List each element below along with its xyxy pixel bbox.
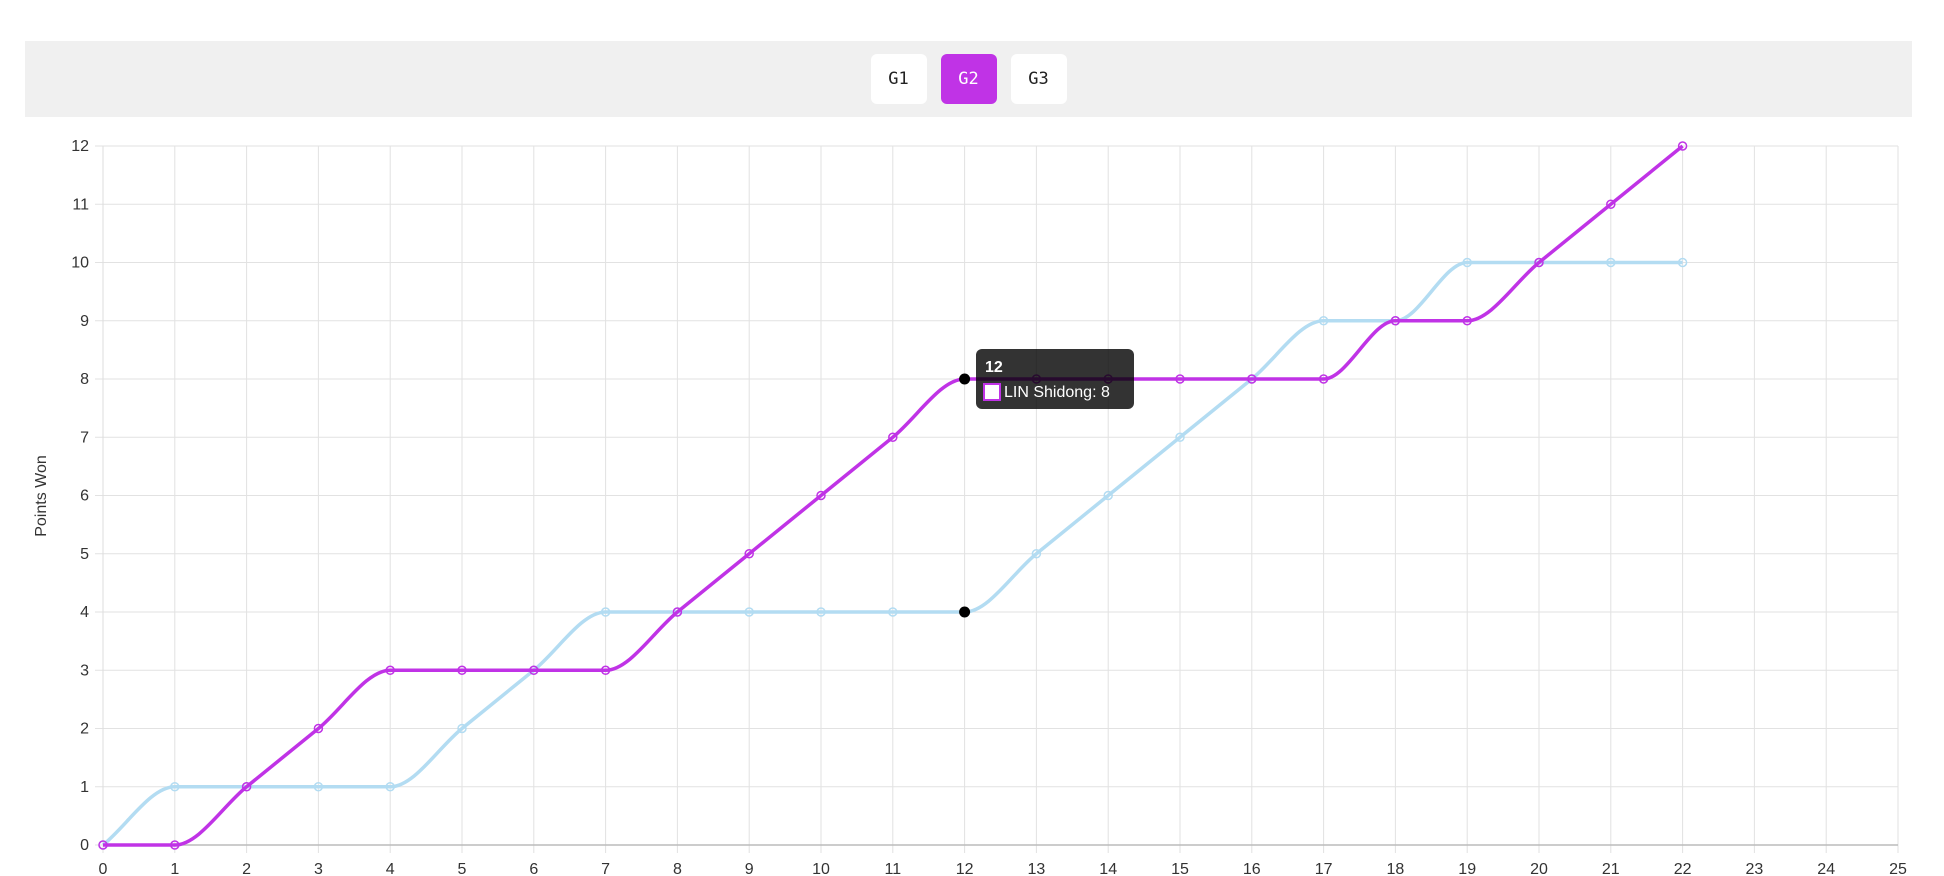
data-point[interactable] — [1462, 316, 1472, 326]
hover-point — [959, 373, 971, 385]
tooltip-label: LIN Shidong: 8 — [1004, 384, 1110, 401]
tab-g3[interactable]: G3 — [1010, 54, 1067, 104]
chart-grid — [95, 145, 1899, 853]
x-tick-label: 0 — [99, 861, 108, 876]
data-point[interactable] — [98, 840, 108, 850]
data-point[interactable] — [457, 723, 467, 734]
x-tick-label: 5 — [458, 861, 467, 876]
x-tick-label: 17 — [1315, 861, 1333, 876]
data-point[interactable] — [1606, 257, 1616, 268]
data-point[interactable] — [1534, 257, 1544, 268]
y-tick-label: 0 — [80, 837, 89, 854]
x-tick-label: 24 — [1817, 861, 1835, 876]
x-tick-label: 7 — [601, 861, 610, 876]
x-tick-label: 10 — [812, 861, 830, 876]
data-point[interactable] — [1677, 141, 1688, 151]
data-point[interactable] — [1031, 549, 1042, 559]
data-point[interactable] — [313, 782, 324, 792]
y-tick-label: 2 — [80, 721, 89, 738]
x-tick-label: 15 — [1171, 861, 1189, 876]
data-point[interactable] — [241, 782, 252, 792]
y-tick-label: 12 — [71, 138, 89, 155]
data-point[interactable] — [600, 607, 611, 617]
data-point[interactable] — [744, 607, 754, 617]
x-tick-label: 12 — [956, 861, 974, 876]
data-point[interactable] — [1103, 490, 1113, 501]
data-point[interactable] — [1318, 374, 1329, 384]
game-tab-bar: G1 G2 G3 — [25, 41, 1912, 117]
data-point[interactable] — [888, 607, 898, 617]
data-point[interactable] — [170, 782, 180, 792]
data-point[interactable] — [888, 432, 898, 442]
data-point[interactable] — [457, 665, 467, 675]
data-point[interactable] — [816, 607, 826, 617]
game-tabs: G1 G2 G3 — [25, 54, 1912, 104]
y-tick-label: 8 — [80, 371, 89, 388]
x-tick-label: 19 — [1458, 861, 1476, 876]
chart-axes: 0 1 2 3 4 5 6 7 8 9 10 11 12 13 14 15 16 17 18 19 20 21 22 23 24… — [71, 138, 1907, 876]
y-tick-label: 10 — [71, 255, 89, 272]
tooltip-color-swatch — [983, 383, 1001, 401]
series-layer — [98, 141, 1688, 850]
data-point[interactable] — [529, 665, 539, 675]
data-point[interactable] — [816, 490, 826, 501]
tooltip: 12 LIN Shidong: 8 — [976, 349, 1134, 409]
y-tick-label: 5 — [80, 546, 89, 563]
data-point[interactable] — [1606, 199, 1616, 209]
x-tick-label: 3 — [314, 861, 323, 876]
data-point[interactable] — [385, 665, 395, 675]
y-tick-label: 7 — [80, 429, 89, 446]
x-tick-label: 22 — [1674, 861, 1692, 876]
data-point[interactable] — [313, 723, 324, 734]
data-point[interactable] — [1462, 257, 1472, 268]
x-tick-label: 2 — [242, 861, 251, 876]
data-point[interactable] — [1247, 374, 1257, 384]
data-point[interactable] — [1677, 257, 1688, 268]
series-line — [102, 144, 1684, 847]
data-point[interactable] — [600, 665, 611, 675]
x-tick-label: 14 — [1099, 861, 1117, 876]
y-tick-label: 4 — [80, 604, 89, 621]
hover-layer — [959, 373, 971, 618]
hover-point — [959, 606, 971, 618]
x-tick-label: 9 — [745, 861, 754, 876]
y-tick-label: 6 — [80, 488, 89, 505]
data-point[interactable] — [170, 840, 180, 850]
x-tick-label: 21 — [1602, 861, 1620, 876]
tab-g2[interactable]: G2 — [940, 54, 997, 104]
x-tick-label: 16 — [1243, 861, 1261, 876]
x-tick-label: 25 — [1889, 861, 1907, 876]
series-line — [101, 260, 1683, 847]
data-point[interactable] — [672, 607, 683, 617]
data-point[interactable] — [385, 782, 395, 792]
y-tick-label: 9 — [80, 313, 89, 330]
x-tick-label: 11 — [884, 861, 901, 876]
x-tick-label: 6 — [529, 861, 538, 876]
x-tick-label: 18 — [1387, 861, 1405, 876]
tab-g1[interactable]: G1 — [870, 54, 927, 104]
x-tick-label: 23 — [1746, 861, 1764, 876]
x-tick-label: 4 — [386, 861, 395, 876]
data-point[interactable] — [744, 549, 754, 559]
data-point[interactable] — [1318, 316, 1329, 326]
tooltip-background — [976, 349, 1134, 409]
x-tick-label: 20 — [1530, 861, 1548, 876]
tooltip-title: 12 — [985, 359, 1003, 376]
x-tick-label: 8 — [673, 861, 682, 876]
data-point[interactable] — [1175, 432, 1185, 442]
y-tick-label: 11 — [72, 196, 89, 213]
data-point[interactable] — [1175, 374, 1185, 384]
y-tick-label: 1 — [80, 779, 89, 796]
y-tick-label: 3 — [80, 662, 89, 679]
y-axis-label: Points Won — [33, 455, 50, 537]
x-tick-label: 13 — [1028, 861, 1046, 876]
x-tick-label: 1 — [170, 861, 179, 876]
data-point[interactable] — [1390, 316, 1401, 326]
